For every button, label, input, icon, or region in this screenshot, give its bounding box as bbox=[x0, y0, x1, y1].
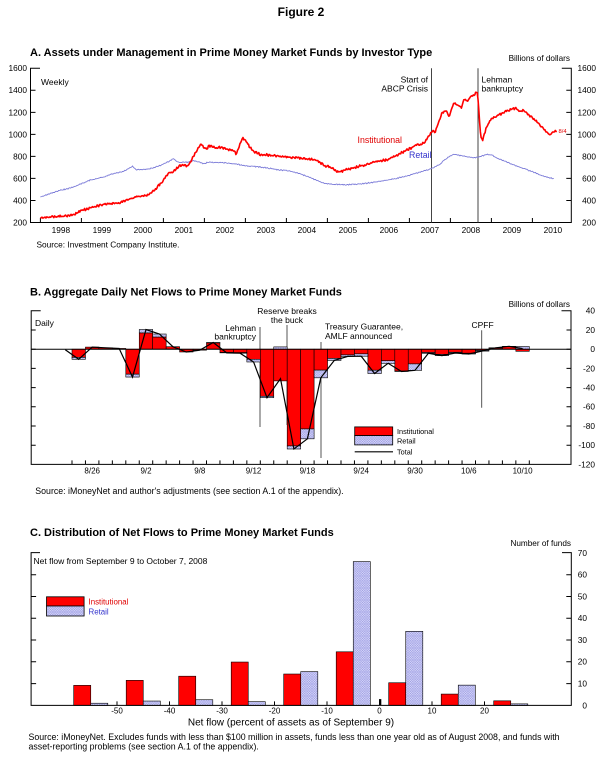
svg-text:400: 400 bbox=[582, 195, 596, 205]
svg-text:Billions of dollars: Billions of dollars bbox=[509, 54, 570, 63]
svg-text:8/4: 8/4 bbox=[559, 129, 568, 135]
svg-text:600: 600 bbox=[13, 173, 27, 183]
svg-text:1600: 1600 bbox=[578, 63, 597, 73]
svg-text:70: 70 bbox=[578, 548, 588, 558]
svg-text:20: 20 bbox=[578, 657, 588, 667]
svg-text:Figure 2: Figure 2 bbox=[278, 5, 325, 19]
svg-text:Institutional: Institutional bbox=[358, 135, 403, 145]
svg-text:Net flow (percent of assets as: Net flow (percent of assets as of Septem… bbox=[188, 718, 394, 729]
svg-text:2000: 2000 bbox=[134, 225, 153, 235]
svg-text:bankruptcy: bankruptcy bbox=[482, 84, 524, 94]
svg-text:-80: -80 bbox=[583, 421, 595, 431]
svg-text:Retail: Retail bbox=[89, 608, 109, 617]
svg-text:bankruptcy: bankruptcy bbox=[214, 332, 256, 342]
svg-text:-60: -60 bbox=[583, 402, 595, 412]
svg-text:Billions of dollars: Billions of dollars bbox=[509, 300, 570, 309]
svg-text:2001: 2001 bbox=[175, 225, 194, 235]
svg-text:Daily: Daily bbox=[35, 318, 55, 328]
svg-text:8/26: 8/26 bbox=[84, 467, 100, 476]
svg-text:0: 0 bbox=[582, 700, 587, 710]
svg-text:Source: iMoneyNet. Excludes fu: Source: iMoneyNet. Excludes funds with l… bbox=[29, 732, 560, 742]
svg-text:A. Assets under Management in: A. Assets under Management in Prime Mone… bbox=[30, 47, 432, 59]
svg-text:the buck: the buck bbox=[271, 315, 304, 325]
svg-text:-10: -10 bbox=[321, 707, 333, 716]
svg-text:Institutional: Institutional bbox=[397, 427, 434, 436]
svg-text:Treasury Guarantee,: Treasury Guarantee, bbox=[325, 322, 403, 332]
svg-text:10: 10 bbox=[578, 679, 588, 689]
svg-text:20: 20 bbox=[586, 325, 596, 335]
svg-text:-40: -40 bbox=[164, 707, 176, 716]
svg-text:400: 400 bbox=[13, 195, 27, 205]
svg-text:Net flow from September 9 to O: Net flow from September 9 to October 7, … bbox=[34, 556, 208, 566]
svg-text:C. Distribution of Net Flows t: C. Distribution of Net Flows to Prime Mo… bbox=[30, 527, 334, 539]
svg-text:9/8: 9/8 bbox=[194, 467, 206, 476]
svg-text:Source: Investment Company Ins: Source: Investment Company Institute. bbox=[37, 240, 180, 250]
svg-text:2007: 2007 bbox=[421, 225, 440, 235]
svg-text:9/2: 9/2 bbox=[140, 467, 152, 476]
svg-text:1998: 1998 bbox=[52, 225, 71, 235]
svg-text:asset-reporting problems (see: asset-reporting problems (see section A.… bbox=[29, 742, 259, 752]
svg-text:9/30: 9/30 bbox=[407, 467, 423, 476]
svg-text:2008: 2008 bbox=[462, 225, 481, 235]
svg-text:1000: 1000 bbox=[578, 129, 597, 139]
svg-text:200: 200 bbox=[13, 217, 27, 227]
svg-text:Retail: Retail bbox=[409, 150, 432, 160]
svg-text:40: 40 bbox=[578, 613, 588, 623]
svg-text:CPFF: CPFF bbox=[471, 320, 493, 330]
svg-text:-120: -120 bbox=[578, 459, 595, 469]
svg-text:10: 10 bbox=[428, 707, 437, 716]
svg-text:-20: -20 bbox=[583, 363, 595, 373]
svg-text:1999: 1999 bbox=[93, 225, 112, 235]
svg-text:800: 800 bbox=[582, 151, 596, 161]
svg-text:Retail: Retail bbox=[397, 437, 416, 446]
svg-text:-100: -100 bbox=[578, 440, 595, 450]
svg-text:ABCP Crisis: ABCP Crisis bbox=[381, 84, 428, 94]
svg-text:60: 60 bbox=[578, 570, 588, 580]
svg-text:600: 600 bbox=[582, 173, 596, 183]
svg-text:0: 0 bbox=[377, 707, 382, 716]
svg-text:9/12: 9/12 bbox=[246, 467, 262, 476]
svg-text:800: 800 bbox=[13, 151, 27, 161]
svg-text:-50: -50 bbox=[111, 707, 123, 716]
svg-text:1200: 1200 bbox=[9, 107, 28, 117]
svg-text:2005: 2005 bbox=[339, 225, 358, 235]
svg-text:1600: 1600 bbox=[9, 63, 28, 73]
svg-text:2010: 2010 bbox=[544, 225, 563, 235]
svg-text:30: 30 bbox=[578, 635, 588, 645]
svg-text:1000: 1000 bbox=[9, 129, 28, 139]
svg-text:9/24: 9/24 bbox=[353, 467, 369, 476]
svg-text:AMLF announced: AMLF announced bbox=[325, 331, 392, 341]
svg-text:Source: iMoneyNet and author's: Source: iMoneyNet and author's adjustmen… bbox=[35, 486, 343, 496]
svg-text:40: 40 bbox=[586, 306, 596, 316]
svg-text:Number of funds: Number of funds bbox=[510, 539, 571, 548]
svg-text:B. Aggregate Daily Net Flows t: B. Aggregate Daily Net Flows to Prime Mo… bbox=[30, 287, 342, 299]
svg-text:2009: 2009 bbox=[503, 225, 522, 235]
svg-text:2002: 2002 bbox=[216, 225, 235, 235]
svg-text:Weekly: Weekly bbox=[41, 77, 69, 87]
svg-text:-20: -20 bbox=[269, 707, 281, 716]
svg-text:9/18: 9/18 bbox=[300, 467, 316, 476]
svg-text:200: 200 bbox=[582, 217, 596, 227]
svg-text:1200: 1200 bbox=[578, 107, 597, 117]
svg-text:1400: 1400 bbox=[9, 85, 28, 95]
svg-text:1400: 1400 bbox=[578, 85, 597, 95]
svg-text:0: 0 bbox=[590, 344, 595, 354]
svg-text:-30: -30 bbox=[216, 707, 228, 716]
svg-text:50: 50 bbox=[578, 591, 588, 601]
svg-text:2006: 2006 bbox=[380, 225, 399, 235]
svg-text:10/6: 10/6 bbox=[461, 467, 477, 476]
svg-text:-40: -40 bbox=[583, 383, 595, 393]
svg-text:Institutional: Institutional bbox=[89, 598, 129, 607]
svg-text:2003: 2003 bbox=[257, 225, 276, 235]
svg-text:Total: Total bbox=[397, 448, 413, 457]
svg-text:20: 20 bbox=[480, 707, 489, 716]
svg-text:2004: 2004 bbox=[298, 225, 317, 235]
svg-text:10/10: 10/10 bbox=[513, 467, 534, 476]
